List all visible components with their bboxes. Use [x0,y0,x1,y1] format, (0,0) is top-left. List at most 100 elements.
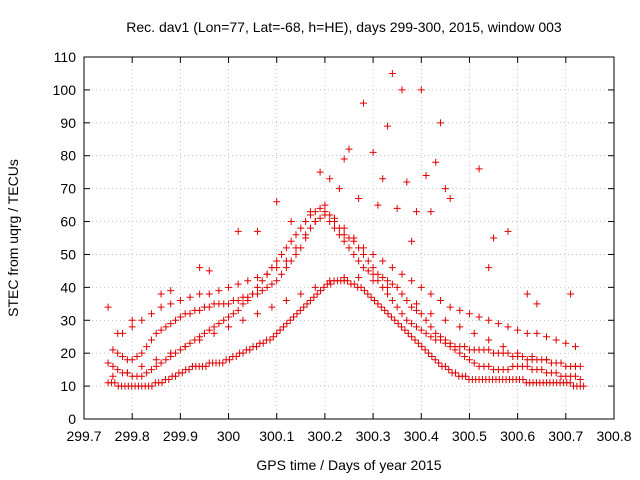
data-point [398,323,406,331]
data-point [326,218,334,226]
data-point [490,234,498,242]
data-point [253,273,261,281]
data-point [225,323,233,331]
data-point [504,227,512,235]
x-tick-label: 300 [217,428,241,444]
data-point [504,366,512,374]
data-point [388,297,396,305]
data-point [225,283,233,291]
data-point [414,339,422,347]
data-point [441,362,449,370]
data-point [417,310,425,318]
data-point [388,280,396,288]
data-point [411,336,419,344]
data-point [147,336,155,344]
data-points [104,69,588,390]
data-point [393,204,401,212]
data-point [345,145,353,153]
x-tick-label: 299.9 [163,428,198,444]
x-tick-label: 300.4 [404,428,439,444]
data-point [371,297,379,305]
data-point [446,195,454,203]
data-point [219,359,227,367]
data-point [287,237,295,245]
data-point [138,349,146,357]
data-point [435,359,443,367]
data-point [456,349,464,357]
data-point [504,323,512,331]
data-point [538,366,546,374]
data-point [147,366,155,374]
data-point [167,320,175,328]
data-point [357,283,365,291]
data-point [311,283,319,291]
data-point [398,270,406,278]
data-point [119,352,127,360]
data-point [263,283,271,291]
data-point [408,277,416,285]
data-point [114,329,122,337]
data-point [244,293,252,301]
data-point [229,310,237,318]
data-point [186,293,194,301]
data-point [278,250,286,258]
data-point [114,366,122,374]
y-tick-label: 40 [60,279,76,295]
data-point [364,257,372,265]
y-tick-label: 110 [54,49,77,65]
data-point [571,372,579,380]
data-point [292,244,300,252]
data-point [355,273,363,281]
data-point [543,356,551,364]
data-point [462,372,470,380]
data-point [432,329,440,337]
axis-ticks: 299.7 299.8 299.9 300 300.1 300.2 300.3 300.4 30… [53,49,632,444]
data-point [316,204,324,212]
x-tick-label: 300.5 [452,428,487,444]
data-point [306,297,314,305]
data-point [422,316,430,324]
data-point [104,303,112,311]
data-point [178,369,186,377]
data-point [437,336,445,344]
data-point [552,336,560,344]
y-axis-label: STEC from uqrg / TECUs [5,159,21,317]
data-point [456,323,464,331]
data-point [176,313,184,321]
data-point [523,329,531,337]
grid-lines [84,57,614,419]
data-point [387,313,395,321]
data-point [427,208,435,216]
data-point [282,244,290,252]
data-point [202,362,210,370]
x-tick-label: 300.6 [500,428,535,444]
y-tick-label: 100 [53,82,77,98]
data-point [350,280,358,288]
data-point [355,257,363,265]
data-point [427,290,435,298]
y-tick-label: 90 [60,115,76,131]
data-point [571,343,579,351]
data-point [418,343,426,351]
data-point [297,224,305,232]
x-tick-label: 300.1 [259,428,294,444]
data-point [320,283,328,291]
data-point [567,290,575,298]
data-point [566,379,574,387]
data-point [246,346,254,354]
data-point [364,290,372,298]
data-point [158,379,166,387]
data-point [273,198,281,206]
data-point [345,244,353,252]
data-point [152,362,160,370]
data-point [303,300,311,308]
data-point [445,366,453,374]
data-point [273,264,281,272]
data-point [283,320,291,328]
data-point [528,352,536,360]
data-point [456,306,464,314]
data-point [232,352,240,360]
data-point [350,250,358,258]
data-point [523,290,531,298]
